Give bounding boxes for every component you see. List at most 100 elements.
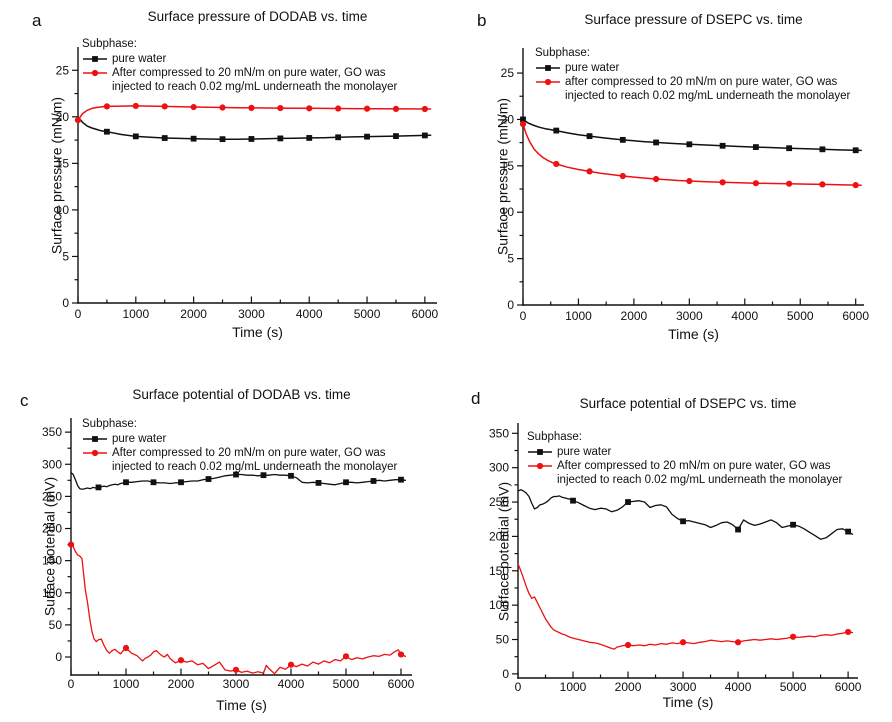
series-line xyxy=(517,489,854,540)
svg-text:3000: 3000 xyxy=(676,309,703,323)
svg-text:2000: 2000 xyxy=(168,677,195,691)
tick-labels: 0 1000 2000 3000 4000 5000 6000 0 50 100 150 200 250… xyxy=(42,425,415,691)
svg-text:4000: 4000 xyxy=(725,680,752,694)
svg-text:350: 350 xyxy=(489,426,509,440)
legend-item: pure water xyxy=(82,432,397,446)
legend-label: pure water xyxy=(565,62,620,74)
chart-d-canvas: 0 1000 2000 3000 4000 5000 6000 0 50 100 150 200 250… xyxy=(489,423,862,694)
legend-marker-square-icon xyxy=(83,56,107,62)
svg-text:200: 200 xyxy=(489,529,509,543)
y-axis-label-a: Surface pressure (mN/m) xyxy=(48,96,65,255)
svg-text:1000: 1000 xyxy=(113,677,140,691)
svg-text:0: 0 xyxy=(515,680,522,694)
x-axis-label-b: Time (s) xyxy=(668,326,719,342)
svg-text:3000: 3000 xyxy=(670,680,697,694)
series-markers xyxy=(104,128,428,143)
svg-text:2000: 2000 xyxy=(615,680,642,694)
series-markers xyxy=(519,120,859,189)
svg-text:6000: 6000 xyxy=(412,307,439,321)
svg-text:5000: 5000 xyxy=(787,309,814,323)
series-markers xyxy=(624,628,852,649)
legend-label: After compressed to 20 mN/m on pure wate… xyxy=(557,460,843,486)
tick-marks xyxy=(512,432,849,678)
legend-b: Subphase: pure water after compressed to 2… xyxy=(535,46,850,103)
svg-text:100: 100 xyxy=(42,586,62,600)
chart-a-canvas: 0 1000 2000 3000 4000 5000 6000 0 5 10 15 20 25 xyxy=(56,47,439,321)
series-0-pure-water xyxy=(517,489,854,540)
series-line xyxy=(77,116,432,140)
panel-d: 0 1000 2000 3000 4000 5000 6000 0 50 100 150 200 250… xyxy=(446,361,892,722)
legend-label: pure water xyxy=(112,433,167,445)
panel-a: 0 1000 2000 3000 4000 5000 6000 0 5 10 15 20 25 a Su… xyxy=(0,0,446,361)
svg-text:15: 15 xyxy=(56,156,70,170)
chart-title-c: Surface potential of DODAB vs. time xyxy=(132,387,351,402)
svg-text:1000: 1000 xyxy=(565,309,592,323)
svg-text:3000: 3000 xyxy=(223,677,250,691)
x-axis-label-c: Time (s) xyxy=(216,697,267,713)
axes xyxy=(517,423,858,679)
legend-marker-circle-icon xyxy=(83,449,107,457)
svg-text:250: 250 xyxy=(489,495,509,509)
svg-text:200: 200 xyxy=(42,522,62,536)
tick-marks xyxy=(517,72,857,306)
legend-title: Subphase: xyxy=(535,47,590,59)
svg-text:6000: 6000 xyxy=(835,680,862,694)
svg-text:10: 10 xyxy=(56,203,70,217)
chart-title-b: Surface pressure of DSEPC vs. time xyxy=(584,12,803,27)
tick-labels: 0 1000 2000 3000 4000 5000 6000 0 50 100 150 200 250… xyxy=(489,426,862,694)
panel-b: 0 1000 2000 3000 4000 5000 6000 0 5 10 15 20 25 b Su… xyxy=(446,0,892,361)
legend-item: After compressed to 20 mN/m on pure wate… xyxy=(527,459,842,487)
svg-text:2000: 2000 xyxy=(180,307,207,321)
panel-letter-b: b xyxy=(477,11,487,30)
svg-text:150: 150 xyxy=(489,564,509,578)
axes xyxy=(522,48,864,306)
svg-text:6000: 6000 xyxy=(388,677,415,691)
chart-title-a: Surface pressure of DODAB vs. time xyxy=(147,9,368,24)
panel-letter-d: d xyxy=(471,389,481,408)
svg-text:350: 350 xyxy=(42,425,62,439)
svg-text:150: 150 xyxy=(42,554,62,568)
svg-text:250: 250 xyxy=(42,489,62,503)
svg-text:50: 50 xyxy=(496,633,510,647)
series-line xyxy=(70,543,407,675)
tick-labels: 0 1000 2000 3000 4000 5000 6000 0 5 10 15 20 25 xyxy=(501,66,870,323)
legend-item: After compressed to 20 mN/m on pure wate… xyxy=(82,66,397,94)
panel-c: 0 1000 2000 3000 4000 5000 6000 0 50 100 150 200 250… xyxy=(0,361,446,722)
legend-c: Subphase: pure water After compressed to 2… xyxy=(82,417,397,474)
svg-text:0: 0 xyxy=(68,677,75,691)
svg-text:0: 0 xyxy=(507,298,514,312)
series-0-pure-water xyxy=(77,116,432,143)
legend-a: Subphase: pure water After compressed to 2… xyxy=(82,37,397,94)
legend-label: pure water xyxy=(112,53,167,65)
series-markers xyxy=(520,116,859,154)
series-markers xyxy=(570,497,851,535)
legend-label: After compressed to 20 mN/m on pure wate… xyxy=(112,67,398,93)
legend-marker-square-icon xyxy=(83,436,107,442)
legend-item: after compressed to 20 mN/m on pure wate… xyxy=(535,75,850,103)
svg-text:300: 300 xyxy=(42,457,62,471)
svg-text:25: 25 xyxy=(501,66,515,80)
chart-b-canvas: 0 1000 2000 3000 4000 5000 6000 0 5 10 15 20 25 xyxy=(501,48,870,323)
svg-text:5: 5 xyxy=(507,252,514,266)
panel-letter-c: c xyxy=(20,391,29,410)
svg-text:15: 15 xyxy=(501,159,515,173)
series-markers xyxy=(67,541,405,673)
svg-text:4000: 4000 xyxy=(296,307,323,321)
legend-title: Subphase: xyxy=(82,418,137,430)
svg-text:4000: 4000 xyxy=(278,677,305,691)
chart-c-canvas: 0 1000 2000 3000 4000 5000 6000 0 50 100 150 200 250… xyxy=(42,418,415,691)
svg-text:6000: 6000 xyxy=(842,309,869,323)
svg-text:5000: 5000 xyxy=(780,680,807,694)
svg-text:100: 100 xyxy=(489,598,509,612)
legend-marker-square-icon xyxy=(528,449,552,455)
svg-text:1000: 1000 xyxy=(122,307,149,321)
legend-title: Subphase: xyxy=(82,38,137,50)
panel-letter-a: a xyxy=(32,11,42,30)
tick-labels: 0 1000 2000 3000 4000 5000 6000 0 5 10 15 20 25 xyxy=(56,63,439,321)
chart-title-d: Surface potential of DSEPC vs. time xyxy=(579,396,797,411)
svg-text:20: 20 xyxy=(501,112,515,126)
legend-item: pure water xyxy=(535,61,850,75)
series-1-go-injected xyxy=(67,541,407,675)
svg-text:5000: 5000 xyxy=(354,307,381,321)
